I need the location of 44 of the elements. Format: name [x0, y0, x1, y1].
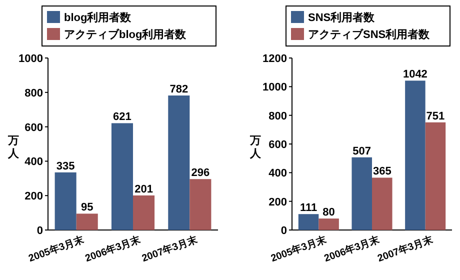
y-tick-label: 400 — [24, 156, 43, 168]
y-axis-title: 万人 — [7, 135, 20, 160]
bar — [425, 122, 446, 230]
data-label: 1042 — [402, 68, 428, 81]
y-tick-label: 800 — [268, 110, 287, 122]
data-label: 201 — [134, 183, 153, 196]
y-tick-label: 400 — [268, 168, 287, 180]
bar — [168, 95, 190, 230]
data-label: 751 — [426, 110, 445, 122]
bar — [190, 179, 212, 230]
y-tick-label: 1200 — [262, 53, 287, 65]
data-label: 365 — [372, 166, 392, 178]
data-label: 782 — [170, 83, 188, 96]
legend-label: blog利用者数 — [64, 11, 132, 24]
data-label: 111 — [300, 202, 318, 214]
y-tick-label: 1000 — [262, 82, 287, 94]
y-tick-label: 800 — [24, 87, 43, 100]
data-label: 621 — [113, 111, 132, 124]
y-tick-label: 200 — [268, 196, 287, 208]
bar — [405, 80, 426, 230]
bar — [352, 157, 372, 230]
data-label: 80 — [322, 206, 335, 219]
bar — [133, 195, 155, 230]
bar — [298, 214, 319, 230]
y-tick-label: 600 — [268, 139, 287, 151]
bar — [111, 123, 133, 230]
legend-label: SNS利用者数 — [308, 11, 376, 24]
x-tick-label: 2007年3月末 — [140, 233, 200, 265]
y-tick-label: 200 — [24, 190, 43, 203]
data-label: 507 — [352, 145, 372, 158]
bar — [76, 214, 98, 230]
data-label: 296 — [191, 167, 210, 180]
x-tick-label: 2006年3月末 — [84, 233, 143, 265]
y-tick-label: 0 — [280, 225, 287, 237]
y-tick-label: 600 — [24, 122, 43, 134]
y-axis-title: 万人 — [249, 135, 262, 160]
data-label: 95 — [80, 202, 94, 214]
data-label: 335 — [56, 160, 75, 172]
legend-label: アクティブSNS利用者数 — [308, 28, 431, 41]
legend-label: アクティブblog利用者数 — [64, 28, 188, 41]
y-tick-label: 1000 — [18, 53, 43, 65]
bar — [372, 178, 392, 230]
bar — [54, 172, 76, 230]
bar — [318, 218, 339, 230]
